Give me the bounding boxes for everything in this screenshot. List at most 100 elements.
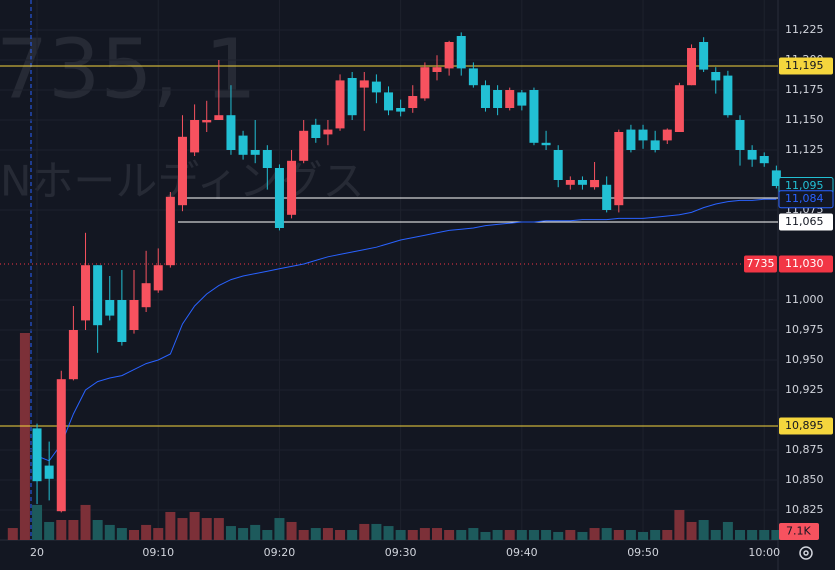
volume-bar bbox=[213, 518, 224, 540]
price-line-label-box bbox=[779, 417, 833, 435]
x-tick-label: 09:30 bbox=[385, 546, 417, 559]
volume-bar bbox=[129, 530, 139, 540]
y-tick-label: 11,225 bbox=[785, 23, 824, 36]
candle-body bbox=[32, 428, 42, 482]
volume-bar bbox=[225, 526, 236, 540]
x-tick-label: 10:00 bbox=[748, 546, 780, 559]
candle-body bbox=[359, 80, 369, 88]
volume-bar bbox=[68, 520, 79, 540]
candle-body bbox=[602, 184, 612, 210]
x-tick-label: 09:40 bbox=[506, 546, 538, 559]
volume-bar bbox=[698, 520, 709, 540]
x-tick-label: 20 bbox=[30, 546, 44, 559]
volume-label: 7.1K bbox=[786, 525, 811, 538]
y-tick-label: 10,825 bbox=[785, 503, 824, 516]
volume-bar bbox=[589, 528, 600, 540]
volume-bar bbox=[444, 530, 455, 540]
volume-bar bbox=[710, 530, 721, 540]
candle-body bbox=[311, 124, 321, 138]
volume-bar bbox=[286, 521, 297, 540]
volume-bar bbox=[480, 531, 491, 540]
candle-body bbox=[505, 90, 515, 108]
candle-body bbox=[250, 150, 260, 155]
volume-bar bbox=[771, 530, 782, 540]
volume-bar bbox=[735, 530, 745, 540]
volume-bar bbox=[407, 530, 418, 540]
candle-body bbox=[650, 140, 660, 150]
price-line-label: 10,895 bbox=[785, 419, 824, 432]
volume-bar bbox=[335, 530, 346, 540]
y-tick-label: 10,925 bbox=[785, 383, 824, 396]
candle-body bbox=[190, 120, 200, 153]
x-tick-label: 09:10 bbox=[142, 546, 174, 559]
candle-body bbox=[541, 142, 551, 146]
volume-bar bbox=[153, 528, 164, 540]
candle-body bbox=[384, 92, 394, 111]
y-tick-label: 10,975 bbox=[785, 323, 824, 336]
volume-bar bbox=[371, 523, 382, 540]
candle-body bbox=[723, 75, 733, 116]
y-tick-label: 11,125 bbox=[785, 143, 824, 156]
candle-body bbox=[590, 180, 600, 188]
candle-body bbox=[56, 379, 66, 512]
symbol-tag-box bbox=[744, 255, 777, 273]
volume-bar bbox=[32, 504, 43, 540]
volume-bar bbox=[541, 530, 552, 540]
previous-close-label-box bbox=[779, 255, 833, 273]
volume-bar bbox=[322, 528, 333, 540]
settings-gear[interactable] bbox=[799, 546, 813, 560]
candle-body bbox=[626, 129, 636, 150]
candle-body bbox=[614, 132, 624, 206]
candle-body bbox=[553, 150, 563, 180]
volume-bar bbox=[7, 528, 18, 540]
volume-bar bbox=[298, 530, 309, 540]
candle-body bbox=[335, 80, 345, 129]
volume-bar bbox=[262, 530, 273, 540]
candle-body bbox=[117, 300, 127, 342]
volume-bar bbox=[201, 518, 212, 540]
volume-bar bbox=[359, 523, 370, 540]
volume-bar bbox=[310, 528, 321, 540]
candle-body bbox=[687, 48, 697, 86]
volume-label-box bbox=[779, 523, 819, 540]
candle-body bbox=[153, 265, 163, 291]
candle-body bbox=[747, 150, 757, 160]
volume-bar bbox=[56, 520, 67, 540]
candle-body bbox=[141, 283, 151, 308]
volume-bar bbox=[80, 504, 91, 540]
volume-bar bbox=[504, 530, 515, 540]
volume-bar bbox=[165, 511, 176, 540]
candle-body bbox=[735, 120, 745, 150]
candle-body bbox=[662, 129, 672, 141]
candle-body bbox=[408, 96, 418, 108]
candle-body bbox=[759, 156, 769, 164]
candle-body bbox=[165, 196, 175, 266]
candle-body bbox=[44, 465, 54, 479]
candle-body bbox=[493, 90, 503, 108]
y-tick-label: 10,875 bbox=[785, 443, 824, 456]
volume-bar bbox=[189, 511, 200, 540]
volume-bar bbox=[625, 530, 636, 540]
candle-body bbox=[202, 120, 212, 123]
axis-label-box bbox=[778, 190, 834, 209]
candle-body bbox=[68, 330, 78, 380]
candle-body bbox=[214, 115, 224, 120]
candle-body bbox=[274, 168, 284, 228]
candle-body bbox=[93, 265, 103, 326]
candle-body bbox=[480, 85, 490, 108]
volume-bar bbox=[116, 528, 127, 540]
candles bbox=[32, 32, 781, 513]
volume-bar bbox=[395, 530, 406, 540]
settings-gear-hub[interactable] bbox=[803, 550, 809, 556]
candle-body bbox=[529, 90, 539, 143]
axis-label: 11,084 bbox=[785, 192, 824, 205]
volume-bar bbox=[250, 524, 261, 540]
candle-body bbox=[444, 42, 454, 69]
volume-bar bbox=[419, 528, 430, 540]
candle-body bbox=[771, 170, 781, 186]
candle-body bbox=[517, 92, 527, 106]
y-tick-label: 11,175 bbox=[785, 83, 824, 96]
watermark-symbol: 735, 1 bbox=[0, 22, 257, 117]
settings-icon[interactable] bbox=[799, 546, 813, 560]
